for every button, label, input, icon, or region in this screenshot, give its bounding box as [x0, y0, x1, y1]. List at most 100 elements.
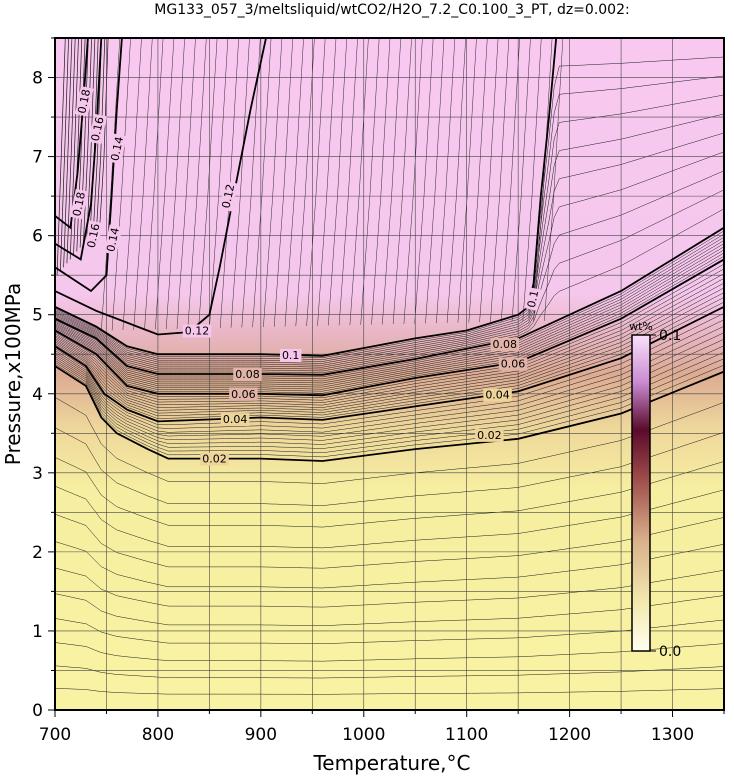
contour-label: 0.1: [524, 287, 542, 311]
fine-contour: [55, 541, 724, 589]
contour-label-text: 0.04: [485, 389, 510, 402]
contour-label: 0.02: [475, 428, 504, 442]
fine-contour: [55, 252, 724, 392]
contour-0.08: [55, 226, 724, 376]
fine-contour: [55, 485, 724, 549]
contour-label-text: 0.1: [525, 289, 541, 309]
contour-label-bg: [524, 287, 542, 311]
fine-contour: [55, 338, 724, 441]
fine-contour: [55, 230, 724, 378]
fine-contour: [55, 56, 724, 358]
contour-label: 0.16: [88, 113, 108, 145]
contour-label: 0.08: [490, 337, 520, 351]
y-tick-label: 5: [32, 306, 43, 326]
x-axis: 700 800 900 1000 1100 1200 1300: [39, 710, 725, 745]
contour-label-text: 0.18: [75, 88, 93, 115]
y-tick-label: 6: [32, 227, 43, 247]
chart-title: MG133_057_3/meltsliquid/wtCO2/H2O_7.2_C0…: [154, 2, 629, 18]
fine-contour: [55, 246, 724, 388]
contour-label-text: 0.02: [477, 429, 502, 442]
contour-label-bg: [107, 133, 127, 165]
y-tick-label: 4: [32, 385, 43, 405]
contour-label: 0.08: [233, 368, 262, 381]
colorbar-max-label: 0.1: [659, 328, 681, 344]
x-tick-label: 1000: [342, 725, 385, 745]
y-tick-label: 1: [32, 622, 43, 642]
contour-label-bg: [490, 337, 520, 351]
y-tick-label: 2: [32, 543, 43, 563]
contour-label: 0.1: [279, 349, 302, 363]
contour-label: 0.12: [182, 324, 212, 338]
fine-contour: [55, 301, 724, 419]
contour-0.16: [55, 38, 103, 261]
fine-contour: [55, 113, 724, 364]
contour-label: 0.06: [229, 387, 258, 401]
fine-contour: [55, 358, 724, 453]
contour-label: 0.14: [107, 133, 127, 165]
contour-label: 0.04: [483, 388, 512, 402]
contour-label-bg: [475, 428, 504, 442]
y-tick-label: 3: [32, 464, 43, 484]
contour-label-bg: [483, 388, 512, 402]
fine-contour: [55, 268, 724, 401]
fine-contour: [55, 593, 724, 626]
contour-label-bg: [498, 357, 528, 371]
contour-label-text: 0.14: [104, 226, 122, 253]
contour-label: 0.04: [220, 413, 250, 427]
fine-contour: [55, 332, 724, 437]
fine-contour: [55, 240, 724, 384]
fine-contour: [55, 297, 724, 417]
fine-contour: [55, 351, 724, 449]
x-tick-label: 700: [39, 725, 71, 745]
contour-label-text: 0.16: [89, 116, 107, 143]
y-tick-label: 8: [32, 69, 43, 89]
contour-0.06: [55, 258, 724, 397]
y-axis: 0 1 2 3 4 5 6 7 8: [32, 37, 55, 721]
fine-contour: [55, 249, 724, 390]
fine-contour: [55, 363, 724, 458]
x-tick-label: 1300: [651, 725, 694, 745]
contour-label-bg: [88, 113, 108, 145]
contour-label-bg: [220, 413, 250, 427]
contour-label-text: 0.1: [282, 349, 300, 362]
fine-contour: [55, 665, 724, 679]
contour-label-text: 0.08: [235, 368, 260, 381]
y-axis-label: Pressure,x100MPa: [1, 283, 25, 465]
contour-label-bg: [229, 387, 258, 401]
contour-label-bg: [84, 220, 103, 252]
x-tick-label: 800: [142, 725, 174, 745]
fine-contour: [55, 325, 724, 433]
contour-label-bg: [200, 452, 229, 466]
contour-0.1: [55, 38, 558, 357]
fine-contour: [55, 688, 724, 695]
fine-contour: [55, 427, 724, 506]
contour-label-bg: [74, 86, 94, 117]
fine-contour: [55, 287, 724, 411]
x-axis-label: Temperature,°C: [312, 751, 470, 775]
fine-contour: [55, 319, 724, 429]
fine-contour: [55, 618, 724, 644]
contour-label-bg: [182, 324, 212, 338]
contour-label-text: 0.16: [85, 222, 103, 249]
fine-contour: [55, 313, 724, 426]
fine-contour: [55, 236, 724, 382]
fine-contour: [55, 255, 724, 394]
fine-contour: [55, 94, 724, 362]
contour-label-text: 0.08: [493, 338, 518, 351]
contour-label-bg: [233, 368, 262, 381]
contour-label: 0.14: [103, 224, 123, 255]
x-tick-label: 900: [245, 725, 277, 745]
contour-label-text: 0.14: [108, 135, 126, 162]
contour-label-bg: [279, 349, 302, 363]
contour-label-text: 0.18: [70, 191, 88, 218]
contour-label-text: 0.12: [185, 325, 210, 338]
fine-contour: [55, 233, 724, 380]
contour-0.18: [55, 38, 89, 230]
colorbar: wt% 0.1 0.0: [629, 320, 681, 660]
colorbar-label: wt%: [629, 320, 653, 333]
contour-label-bg: [69, 188, 89, 220]
fine-contour: [55, 642, 724, 662]
fine-contour: [55, 75, 724, 360]
colorbar-gradient: [631, 334, 651, 652]
